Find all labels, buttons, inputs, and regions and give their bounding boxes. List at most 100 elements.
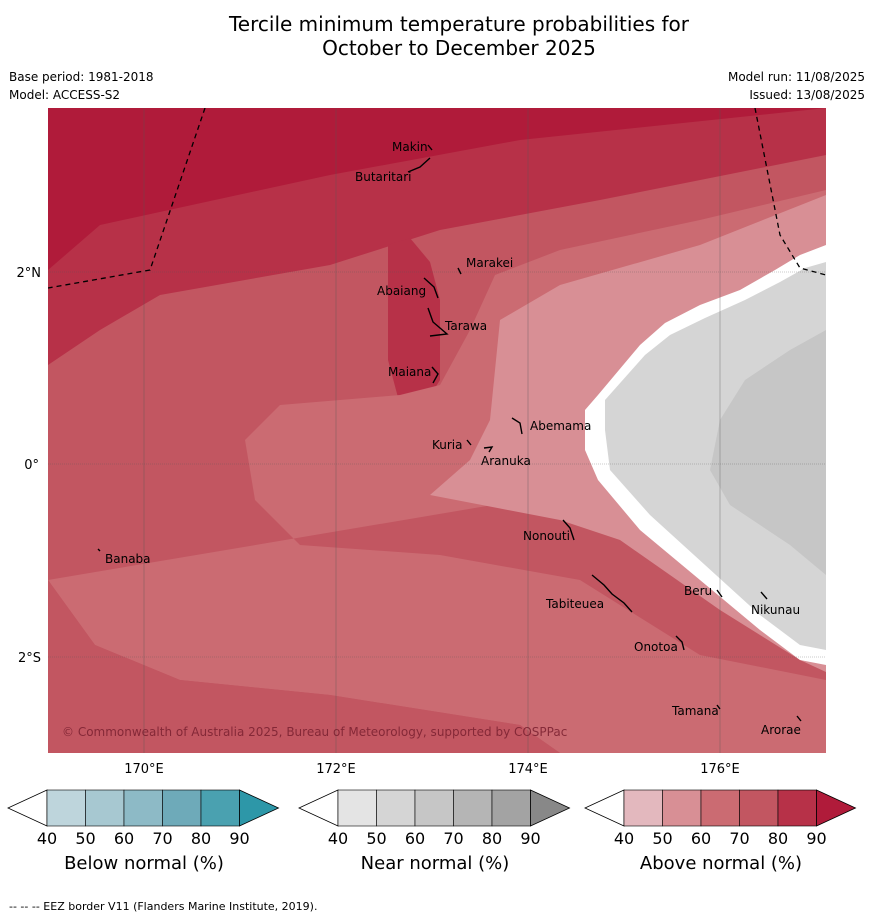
place-labels: Makin Butaritari Marakei Abaiang Tarawa …	[105, 140, 801, 737]
title-line-2: October to December 2025	[322, 36, 596, 60]
band-near-60	[710, 330, 826, 575]
colorbar-near: 40 50 60 70 80 90	[298, 789, 571, 848]
colorbar-below-segment	[200, 789, 240, 827]
grid-lines	[48, 108, 826, 753]
label-tarawa: Tarawa	[444, 319, 487, 333]
title-line-1: Tercile minimum temperature probabilitie…	[228, 12, 690, 36]
colorbar-near-high-arrow	[530, 789, 571, 827]
island-tarawa	[427, 307, 449, 337]
colorbar-near-segment	[491, 789, 531, 827]
colorbar-near-segment	[453, 789, 493, 827]
lat-tick-2n: 2°N	[17, 266, 42, 281]
colorbar-above-high-arrow	[816, 789, 857, 827]
colorbar-near-tick: 50	[366, 829, 386, 848]
colorbar-below-high-arrow	[239, 789, 280, 827]
colorbar-near-segment	[376, 789, 416, 827]
island-outlines	[97, 144, 802, 722]
label-beru: Beru	[684, 584, 712, 598]
island-beru	[716, 589, 723, 598]
island-butaritari	[407, 157, 431, 173]
label-nonouti: Nonouti	[523, 529, 570, 543]
colorbar-near-tick: 70	[443, 829, 463, 848]
colorbar-above-segment	[662, 789, 702, 827]
eez-border	[48, 108, 826, 289]
island-tabiteuea	[591, 574, 633, 613]
meta-right: Model run: 11/08/2025 Issued: 13/08/2025	[728, 68, 865, 104]
label-kuria: Kuria	[432, 438, 463, 452]
base-period: Base period: 1981-2018	[9, 70, 154, 84]
island-aranuka	[483, 446, 494, 453]
island-banaba	[97, 548, 101, 552]
colorbar-near-tick: 60	[405, 829, 425, 848]
colorbar-above-segment	[739, 789, 779, 827]
probability-map: Makin Butaritari Marakei Abaiang Tarawa …	[48, 108, 826, 753]
colorbar-below-tick: 50	[75, 829, 95, 848]
colorbar-near-segment	[337, 789, 377, 827]
colorbar-near-segment	[414, 789, 454, 827]
label-marakei: Marakei	[466, 256, 513, 270]
island-maiana	[431, 366, 439, 384]
lat-tick-2s: 2°S	[18, 651, 41, 666]
colorbar-below-tick: 40	[37, 829, 57, 848]
colorbar-above-tick: 60	[691, 829, 711, 848]
label-arorae: Arorae	[761, 723, 801, 737]
colorbar-below-label: Below normal (%)	[64, 853, 224, 874]
island-arorae	[796, 715, 802, 722]
island-onotoa	[675, 635, 685, 651]
label-onotoa: Onotoa	[634, 640, 678, 654]
colorbar-above-tick: 40	[614, 829, 634, 848]
colorbar-group: 40 50 60 70 80 90 40 50 60 70 80 90 40 50 60 70 80 90	[7, 789, 857, 848]
eez-footnote: -- -- -- EEZ border V11 (Flanders Marine…	[9, 900, 318, 913]
colorbar-above-segment	[777, 789, 817, 827]
issued-date: Issued: 13/08/2025	[749, 88, 865, 102]
label-aranuka: Aranuka	[481, 454, 531, 468]
colorbar-below-segment	[46, 789, 86, 827]
lon-tick-174: 174°E	[508, 762, 548, 777]
island-makin	[427, 144, 433, 151]
lon-tick-176: 176°E	[700, 762, 740, 777]
label-makin: Makin	[392, 140, 428, 154]
colorbar-near-tick: 80	[482, 829, 502, 848]
colorbar-below-segment	[85, 789, 125, 827]
colorbar-above-label: Above normal (%)	[639, 853, 803, 874]
island-nonouti	[562, 519, 575, 541]
label-abemama: Abemama	[530, 419, 591, 433]
colorbar-near-low-arrow	[298, 789, 339, 827]
colorbar-below-tick: 80	[191, 829, 211, 848]
island-tamana	[716, 704, 721, 710]
colorbar-near-label: Near normal (%)	[360, 853, 510, 874]
colorbar-below-low-arrow	[7, 789, 48, 827]
map-title: Tercile minimum temperature probabilitie…	[0, 12, 873, 60]
label-tamana: Tamana	[671, 704, 719, 718]
colorbar-above-tick: 70	[729, 829, 749, 848]
colorbar-above-tick: 80	[768, 829, 788, 848]
island-abaiang	[423, 277, 439, 299]
meta-left: Base period: 1981-2018 Model: ACCESS-S2	[9, 68, 154, 104]
island-kuria	[466, 439, 472, 446]
band-above-70-south	[48, 580, 560, 753]
label-banaba: Banaba	[105, 552, 151, 566]
colorbar-above-tick: 90	[806, 829, 826, 848]
model-name: Model: ACCESS-S2	[9, 88, 121, 102]
copyright-notice: © Commonwealth of Australia 2025, Bureau…	[62, 725, 567, 739]
label-maiana: Maiana	[388, 365, 431, 379]
colorbar-above-segment	[700, 789, 740, 827]
label-nikunau: Nikunau	[751, 603, 800, 617]
colorbar-above: 40 50 60 70 80 90	[584, 789, 857, 848]
island-marakei	[457, 267, 462, 275]
axis-tick-labels: 170°E 172°E 174°E 176°E 2°N 0° 2°S	[17, 266, 740, 777]
colorbar-below-segment	[162, 789, 202, 827]
colorbar-above-tick: 50	[652, 829, 672, 848]
label-butaritari: Butaritari	[355, 170, 412, 184]
colorbar-below: 40 50 60 70 80 90	[7, 789, 280, 848]
island-abemama	[511, 417, 523, 435]
model-run: Model run: 11/08/2025	[727, 70, 865, 84]
lat-tick-0: 0°	[24, 458, 39, 473]
colorbar-near-tick: 40	[328, 829, 348, 848]
label-abaiang: Abaiang	[377, 284, 426, 298]
colorbar-below-tick: 70	[152, 829, 172, 848]
colorbar-below-segment	[123, 789, 163, 827]
colorbar-below-tick: 60	[114, 829, 134, 848]
colorbar-below-tick: 90	[229, 829, 249, 848]
